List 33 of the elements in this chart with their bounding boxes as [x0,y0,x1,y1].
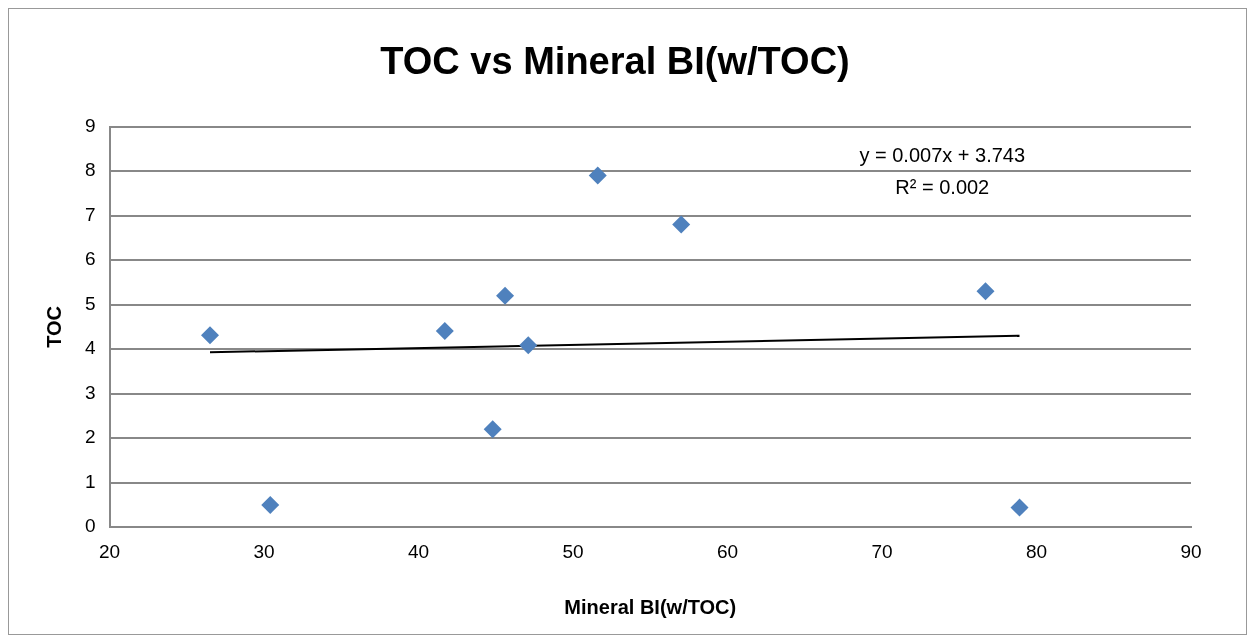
y-tick-label: 4 [84,337,96,359]
x-tick-label: 70 [871,540,893,562]
point [1010,498,1029,517]
y-tick-label: 9 [84,114,96,136]
annotation: R² = 0.002 [895,176,990,199]
x-tick-label: 50 [562,540,584,562]
point [976,282,995,301]
chart-title: TOC vs Mineral BI(w/TOC) [380,40,850,83]
x-tick-label: 60 [716,540,739,562]
x-axis-title: Mineral BI(w/TOC) [564,595,737,618]
point [672,215,691,234]
y-tick-label: 3 [84,381,96,403]
point [200,326,219,345]
x-tick-label: 30 [253,540,275,562]
x-tick-label: 90 [1180,540,1202,562]
y-axis-title: TOC [42,305,65,348]
point [483,420,502,439]
y-tick-label: 6 [84,248,96,270]
point [435,321,454,340]
point [588,166,607,185]
x-tick-label: 40 [407,540,430,562]
point [496,286,515,305]
y-tick-label: 5 [84,292,96,314]
y-tick-label: 2 [84,426,96,448]
y-tick-label: 1 [84,470,96,492]
y-tick-label: 7 [84,203,96,225]
annotation: y = 0.007x + 3.743 [859,144,1026,167]
x-tick-label: 20 [99,540,121,562]
y-tick-label: 0 [84,515,96,537]
point [261,495,280,514]
x-tick-label: 80 [1025,540,1048,562]
point [519,336,538,355]
y-tick-label: 8 [84,159,96,181]
